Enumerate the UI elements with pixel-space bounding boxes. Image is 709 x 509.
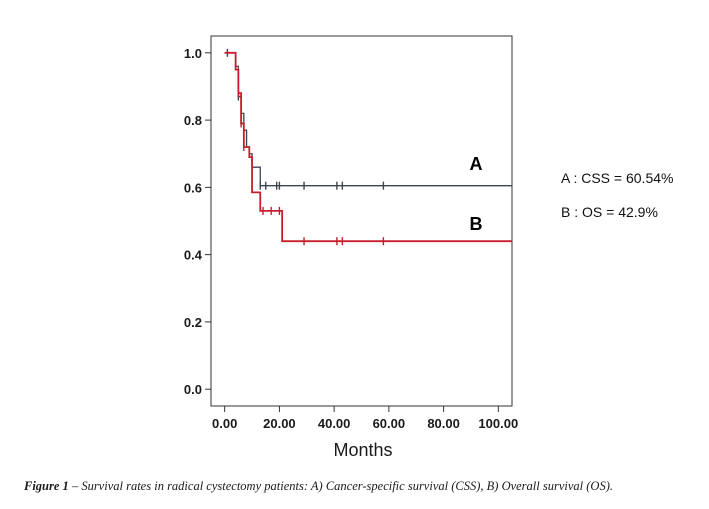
y-axis: 0.0 0.2 0.4 0.6 0.8 1.0 — [184, 46, 211, 397]
figure-caption: Figure 1 – Survival rates in radical cys… — [24, 479, 694, 494]
x-tick-label: 60.00 — [373, 416, 406, 431]
y-tick-label: 0.2 — [184, 315, 202, 330]
y-tick-label: 0.8 — [184, 113, 202, 128]
figure-caption-text: – Survival rates in radical cystectomy p… — [68, 479, 613, 493]
y-tick-label: 0.6 — [184, 180, 202, 195]
y-tick-label: 1.0 — [184, 46, 202, 61]
series-b-curve — [224, 51, 512, 243]
x-axis: 0.00 20.00 40.00 60.00 80.00 100.00 — [212, 406, 518, 431]
figure-label: Figure 1 — [24, 479, 69, 493]
series-b-label: B — [470, 214, 483, 234]
x-tick-label: 40.00 — [318, 416, 351, 431]
y-tick-label: 0.0 — [184, 382, 202, 397]
x-tick-label: 80.00 — [427, 416, 460, 431]
series-a-label: A — [470, 154, 483, 174]
series-layer — [224, 48, 512, 246]
x-axis-label: Months — [333, 440, 392, 460]
os-annotation: B : OS = 42.9% — [561, 204, 658, 220]
y-tick-label: 0.4 — [184, 248, 203, 263]
x-tick-label: 100.00 — [478, 416, 518, 431]
x-tick-label: 20.00 — [263, 416, 296, 431]
x-tick-label: 0.00 — [212, 416, 237, 431]
plot-frame — [210, 35, 513, 407]
css-annotation: A : CSS = 60.54% — [561, 170, 674, 186]
